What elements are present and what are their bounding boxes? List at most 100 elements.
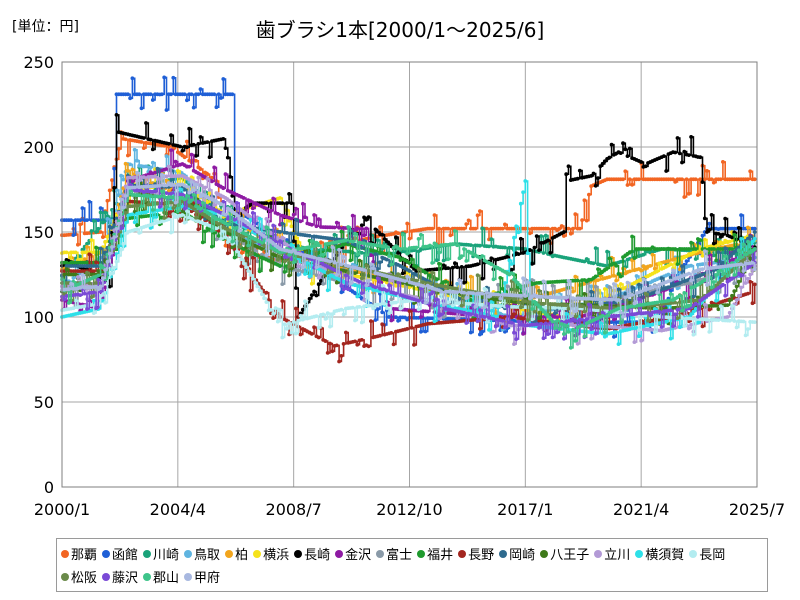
data-point (291, 212, 296, 217)
data-point (437, 226, 441, 231)
data-point (627, 269, 632, 274)
data-point (250, 255, 255, 260)
data-point (339, 307, 344, 312)
data-point (312, 325, 316, 330)
data-point (689, 316, 693, 321)
data-point (341, 312, 346, 317)
data-point (468, 330, 473, 335)
data-point (255, 253, 260, 258)
data-point (405, 327, 410, 331)
data-point (296, 240, 301, 244)
data-point (219, 96, 223, 100)
data-point (141, 175, 146, 180)
data-point (116, 253, 121, 258)
data-point (378, 225, 382, 229)
data-point (162, 75, 167, 80)
data-point (503, 245, 507, 250)
data-point (278, 264, 282, 268)
data-point (734, 284, 739, 289)
data-point (627, 327, 632, 332)
data-point (366, 215, 371, 220)
data-point (350, 213, 355, 218)
data-point (675, 136, 680, 140)
data-point (291, 239, 296, 244)
data-point (150, 147, 155, 152)
data-point (637, 328, 641, 332)
data-point (289, 243, 294, 247)
data-point (257, 269, 262, 274)
data-point (582, 259, 587, 264)
data-point (264, 300, 269, 304)
data-point (164, 154, 169, 159)
data-point (450, 303, 455, 308)
data-point (589, 284, 594, 289)
data-point (189, 92, 194, 97)
data-point (353, 318, 357, 323)
data-point (359, 338, 364, 342)
data-point (135, 158, 139, 163)
data-point (707, 307, 712, 312)
data-point (419, 315, 423, 319)
data-point (157, 177, 162, 181)
data-point (752, 320, 757, 324)
data-point (739, 213, 743, 218)
data-point (553, 311, 557, 316)
data-point (528, 248, 532, 252)
data-point (687, 326, 691, 331)
data-point (407, 285, 412, 290)
data-point (380, 232, 385, 237)
data-point (503, 222, 507, 227)
data-point (687, 153, 691, 158)
data-point (260, 292, 264, 297)
data-point (668, 288, 673, 293)
data-point (534, 234, 539, 239)
data-point (682, 149, 687, 154)
data-point (528, 231, 532, 236)
data-point (287, 321, 291, 326)
data-point (716, 318, 721, 322)
data-point (182, 220, 187, 225)
data-point (682, 324, 687, 328)
data-point (91, 311, 96, 315)
data-point (730, 247, 734, 251)
data-point (618, 274, 623, 279)
data-point (325, 288, 330, 293)
data-point (518, 236, 523, 241)
data-point (96, 218, 101, 223)
data-point (609, 142, 614, 147)
data-point (196, 142, 201, 146)
data-point (721, 260, 725, 265)
data-point (348, 258, 353, 263)
data-point (280, 221, 285, 226)
data-point (689, 263, 693, 268)
data-point (564, 312, 569, 316)
data-point (280, 282, 285, 286)
data-point (607, 155, 612, 160)
data-point (591, 171, 596, 176)
data-point (294, 206, 298, 211)
data-point (652, 330, 657, 334)
data-point (612, 335, 616, 339)
data-point (141, 136, 146, 140)
data-point (296, 272, 301, 277)
data-point (319, 240, 323, 245)
data-point (375, 307, 380, 311)
data-point (687, 247, 691, 251)
data-point (671, 177, 675, 182)
data-point (330, 349, 335, 354)
data-point (407, 309, 412, 313)
data-point (607, 275, 612, 279)
data-point (169, 148, 173, 153)
data-point (748, 169, 753, 174)
data-point (691, 294, 696, 299)
data-point (478, 243, 482, 248)
data-point (500, 286, 505, 291)
data-point (225, 155, 230, 160)
data-point (478, 326, 482, 331)
data-point (534, 285, 539, 289)
data-point (119, 173, 123, 178)
data-point (537, 248, 541, 253)
data-point (734, 325, 739, 330)
data-point (441, 258, 446, 263)
data-point (369, 253, 373, 258)
